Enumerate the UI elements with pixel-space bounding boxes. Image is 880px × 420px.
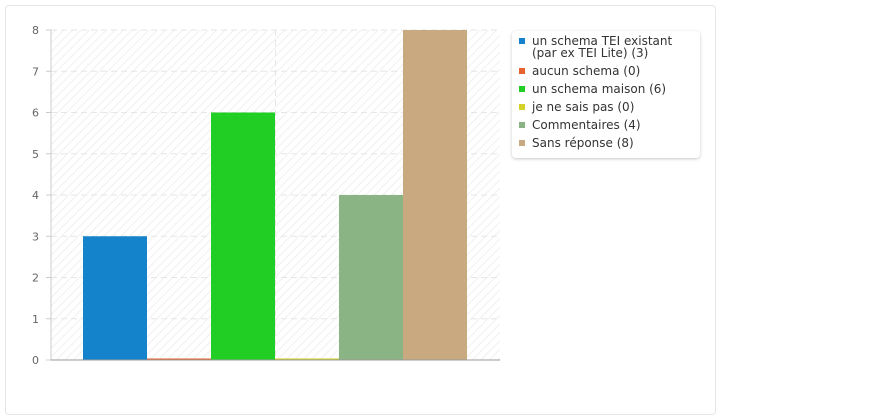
y-tick-label: 0 (32, 354, 39, 367)
legend-label: Sans réponse (8) (532, 136, 634, 150)
y-tick-label: 8 (32, 24, 39, 37)
legend-item[interactable]: Commentaires (4) (519, 119, 692, 131)
legend-label: je ne sais pas (0) (532, 100, 635, 114)
y-axis-ticks: 0 1 2 3 4 5 6 7 8 (32, 24, 51, 367)
bar[interactable] (275, 358, 339, 361)
legend-label: un schema maison (6) (532, 82, 667, 96)
legend-item[interactable]: je ne sais pas (0) (519, 101, 692, 113)
bar[interactable] (339, 195, 403, 360)
legend-label: un schema TEI existant (par ex TEI Lite)… (532, 34, 673, 60)
legend-item[interactable]: un schema maison (6) (519, 83, 692, 95)
legend-item[interactable]: Sans réponse (8) (519, 137, 692, 149)
bars (83, 30, 467, 360)
y-tick-label: 7 (32, 65, 39, 78)
y-tick-label: 1 (32, 313, 39, 326)
bar[interactable] (83, 236, 147, 360)
bar[interactable] (147, 358, 211, 361)
y-tick-label: 3 (32, 230, 39, 243)
legend-swatch (519, 122, 525, 128)
bar[interactable] (211, 112, 275, 361)
legend: un schema TEI existant (par ex TEI Lite)… (512, 31, 700, 158)
legend-swatch (519, 104, 525, 110)
legend-label: aucun schema (0) (532, 64, 641, 78)
legend-swatch (519, 86, 525, 92)
legend-item[interactable]: un schema TEI existant (par ex TEI Lite)… (519, 35, 692, 59)
legend-item[interactable]: aucun schema (0) (519, 65, 692, 77)
y-tick-label: 5 (32, 148, 39, 161)
y-tick-label: 6 (32, 107, 39, 120)
legend-label: Commentaires (4) (532, 118, 641, 132)
legend-swatch (519, 140, 525, 146)
bar[interactable] (403, 30, 467, 360)
legend-swatch (519, 68, 525, 74)
legend-swatch (519, 38, 525, 44)
y-tick-label: 2 (32, 272, 39, 285)
y-tick-label: 4 (32, 189, 39, 202)
